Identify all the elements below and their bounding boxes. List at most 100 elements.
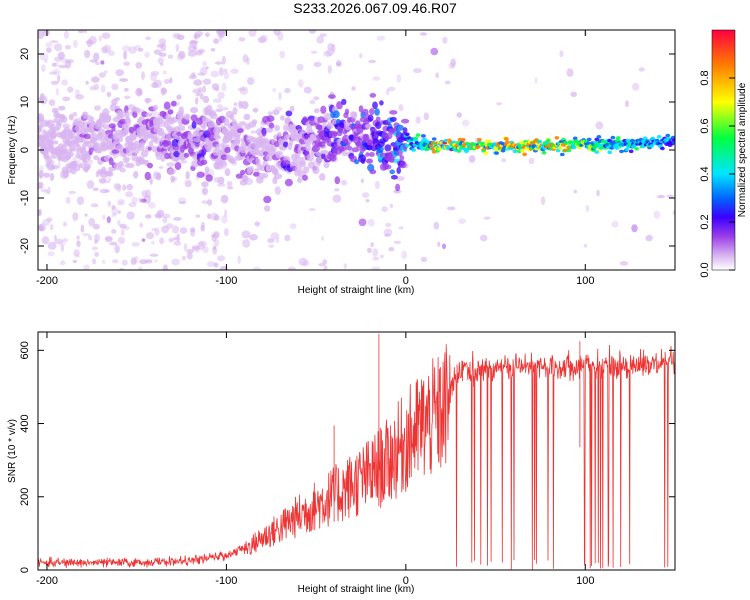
noise-cell (50, 40, 59, 44)
ridge-cell (634, 147, 639, 151)
noise-cell (300, 49, 306, 57)
ridge-cell (354, 159, 360, 165)
noise-cell (430, 47, 439, 56)
noise-cell (570, 91, 577, 98)
ridge-cell (494, 151, 499, 155)
noise-cell (250, 130, 257, 134)
noise-cell (223, 72, 230, 80)
ridge-cell (106, 138, 114, 144)
noise-cell (115, 69, 124, 77)
snr-frame (37, 331, 676, 571)
noise-cell (298, 257, 308, 266)
noise-cell (653, 210, 661, 219)
ridge-cell (191, 120, 197, 129)
ridge-cell (217, 176, 225, 185)
noise-cell (435, 72, 440, 79)
ridge-cell (69, 130, 76, 138)
ridge-cell (332, 131, 338, 137)
noise-cell (327, 43, 334, 51)
ridge-cell (315, 151, 321, 157)
ridge-cell (56, 120, 63, 127)
ridge-cell (289, 105, 295, 112)
ridge-cell (351, 111, 358, 119)
noise-cell (632, 82, 640, 91)
ridge-cell (252, 172, 261, 177)
noise-cell (367, 218, 375, 227)
noise-cell (257, 36, 266, 44)
ridge-cell (431, 137, 437, 141)
ridge-cell (486, 139, 492, 143)
noise-cell (212, 98, 222, 103)
ridge-cell (265, 127, 274, 133)
noise-cell (151, 82, 159, 89)
ridge-cell (320, 149, 329, 155)
noise-cell (210, 48, 216, 52)
noise-cell (456, 112, 463, 118)
ridge-cell (277, 131, 282, 137)
ridge-cell (236, 134, 241, 143)
noise-cell (150, 73, 157, 82)
noise-cell (202, 60, 206, 67)
noise-cell (67, 86, 74, 93)
noise-cell (313, 96, 320, 101)
noise-cell (76, 240, 81, 248)
noise-cell (99, 188, 109, 194)
ridge-cell (341, 98, 347, 105)
ridge-cell (240, 169, 246, 176)
noise-cell (334, 188, 340, 192)
ridge-cell (404, 132, 410, 137)
ridge-cell (224, 146, 231, 154)
ridge-cell (320, 105, 327, 114)
noise-cell (141, 71, 145, 80)
ridge-cell (102, 108, 110, 117)
noise-cell (119, 223, 127, 229)
noise-cell (308, 208, 316, 212)
ridge-cell (147, 162, 153, 169)
ridge-cell (133, 107, 141, 113)
noise-cell (149, 176, 153, 185)
noise-cell (117, 199, 125, 204)
ridge-cell (362, 108, 369, 115)
noise-cell (159, 237, 165, 245)
ridge-cell (73, 164, 81, 172)
ridge-cell (344, 108, 350, 115)
ridge-cell (164, 152, 171, 160)
ridge-cell (586, 137, 592, 142)
noise-cell (220, 107, 229, 111)
noise-cell (385, 222, 392, 228)
ridge-cell (366, 144, 373, 151)
noise-cell (212, 247, 218, 255)
noise-cell (323, 50, 332, 57)
ridge-cell (585, 141, 591, 145)
noise-cell (165, 223, 174, 229)
noise-cell (100, 84, 106, 93)
noise-cell (361, 192, 370, 198)
noise-cell (65, 196, 71, 204)
noise-cell (150, 110, 160, 118)
noise-cell (381, 206, 389, 213)
noise-cell (184, 180, 192, 188)
noise-cell (275, 237, 280, 243)
noise-cell (446, 206, 456, 211)
noise-cell (82, 233, 90, 237)
ridge-cell (205, 174, 213, 182)
ridge-cell (84, 163, 91, 171)
ridge-cell (283, 124, 289, 132)
noise-cell (167, 54, 174, 59)
noise-cell (321, 236, 325, 241)
noise-cell (200, 66, 208, 76)
ridge-cell (313, 108, 320, 114)
y-tick-label: -10 (19, 190, 31, 206)
noise-cell (48, 71, 58, 75)
noise-cell (171, 258, 180, 266)
noise-cell (46, 217, 53, 223)
ridge-cell (285, 110, 293, 117)
ridge-cell (571, 145, 577, 150)
noise-cell (166, 162, 175, 168)
spectrogram-ylabel: Frequency (Hz) (7, 116, 18, 185)
ridge-cell (220, 154, 228, 161)
ridge-cell (572, 136, 578, 141)
noise-cell (65, 59, 74, 64)
noise-cell (311, 50, 318, 54)
ridge-cell (316, 124, 324, 131)
